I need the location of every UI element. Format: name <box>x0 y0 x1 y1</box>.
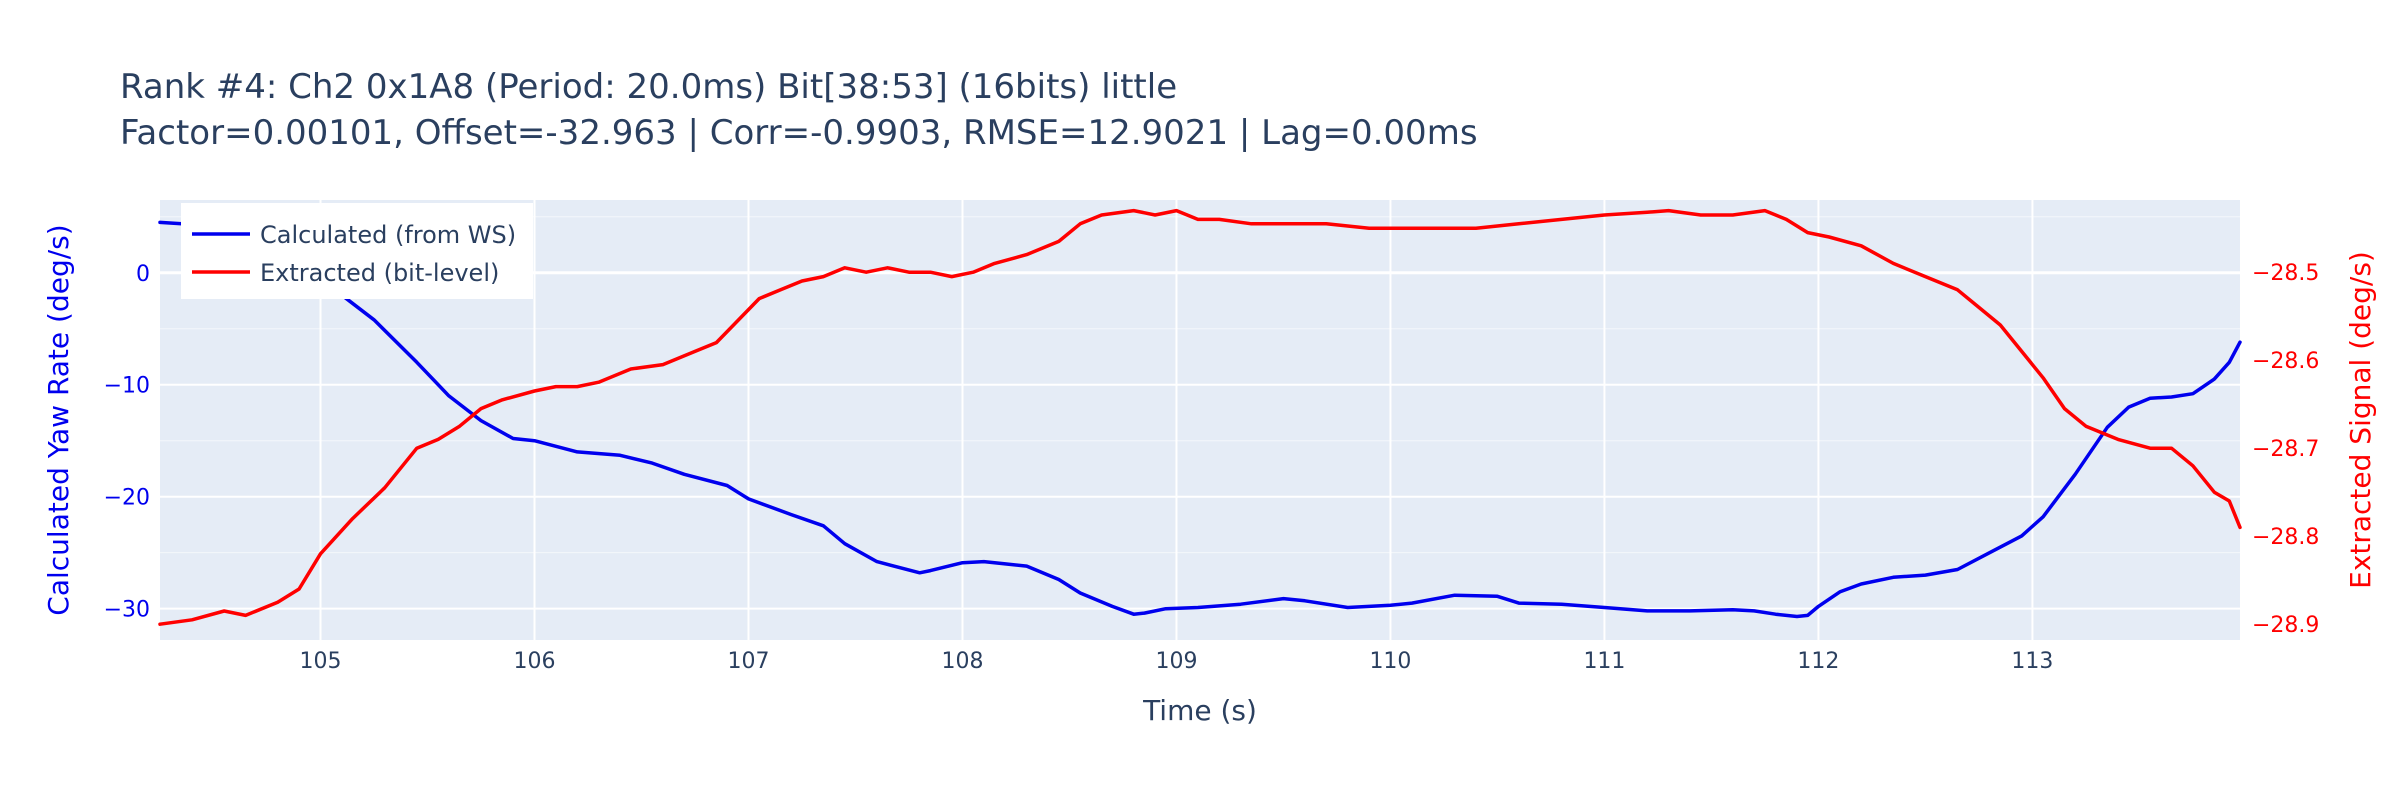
series-line-calculated <box>158 220 2242 619</box>
y-left-tick-label: −10 <box>104 374 150 399</box>
x-tick-labels: 105 106 107 108 109 110 111 112 113 <box>299 649 2053 674</box>
series-layer <box>158 208 2242 626</box>
x-tick-label: 108 <box>941 649 983 674</box>
chart-title: Rank #4: Ch2 0x1A8 (Period: 20.0ms) Bit[… <box>120 67 1177 107</box>
series-line-extracted <box>158 208 2242 626</box>
y-left-axis-title: Calculated Yaw Rate (deg/s) <box>42 224 75 615</box>
y-left-tick-label: −30 <box>104 598 150 623</box>
y-right-tick-label: −28.8 <box>2252 525 2319 550</box>
legend: Calculated (from WS) Extracted (bit-leve… <box>181 203 533 299</box>
x-tick-label: 113 <box>2011 649 2053 674</box>
x-tick-label: 112 <box>1797 649 1839 674</box>
legend-label-extracted: Extracted (bit-level) <box>260 259 499 287</box>
y-right-axis-title: Extracted Signal (deg/s) <box>2344 251 2377 589</box>
y-left-tick-label: 0 <box>136 262 150 287</box>
legend-box <box>181 203 533 299</box>
y-right-tick-labels: −28.5 −28.6 −28.7 −28.8 −28.9 <box>2252 261 2319 638</box>
x-tick-label: 110 <box>1369 649 1411 674</box>
x-tick-label: 105 <box>299 649 341 674</box>
y-right-tick-label: −28.7 <box>2252 437 2319 462</box>
x-tick-label: 109 <box>1155 649 1197 674</box>
legend-label-calculated: Calculated (from WS) <box>260 221 516 249</box>
chart-subtitle: Factor=0.00101, Offset=-32.963 | Corr=-0… <box>120 113 1478 153</box>
x-axis-title: Time (s) <box>1142 694 1257 727</box>
x-tick-label: 107 <box>727 649 769 674</box>
y-left-tick-labels: 0 −10 −20 −30 <box>104 262 150 623</box>
grid-layer <box>160 200 2240 640</box>
y-right-tick-label: −28.6 <box>2252 349 2319 374</box>
x-tick-label: 106 <box>513 649 555 674</box>
y-right-tick-label: −28.9 <box>2252 613 2319 638</box>
y-left-tick-label: −20 <box>104 486 150 511</box>
x-tick-label: 111 <box>1583 649 1625 674</box>
y-right-tick-label: −28.5 <box>2252 261 2319 286</box>
